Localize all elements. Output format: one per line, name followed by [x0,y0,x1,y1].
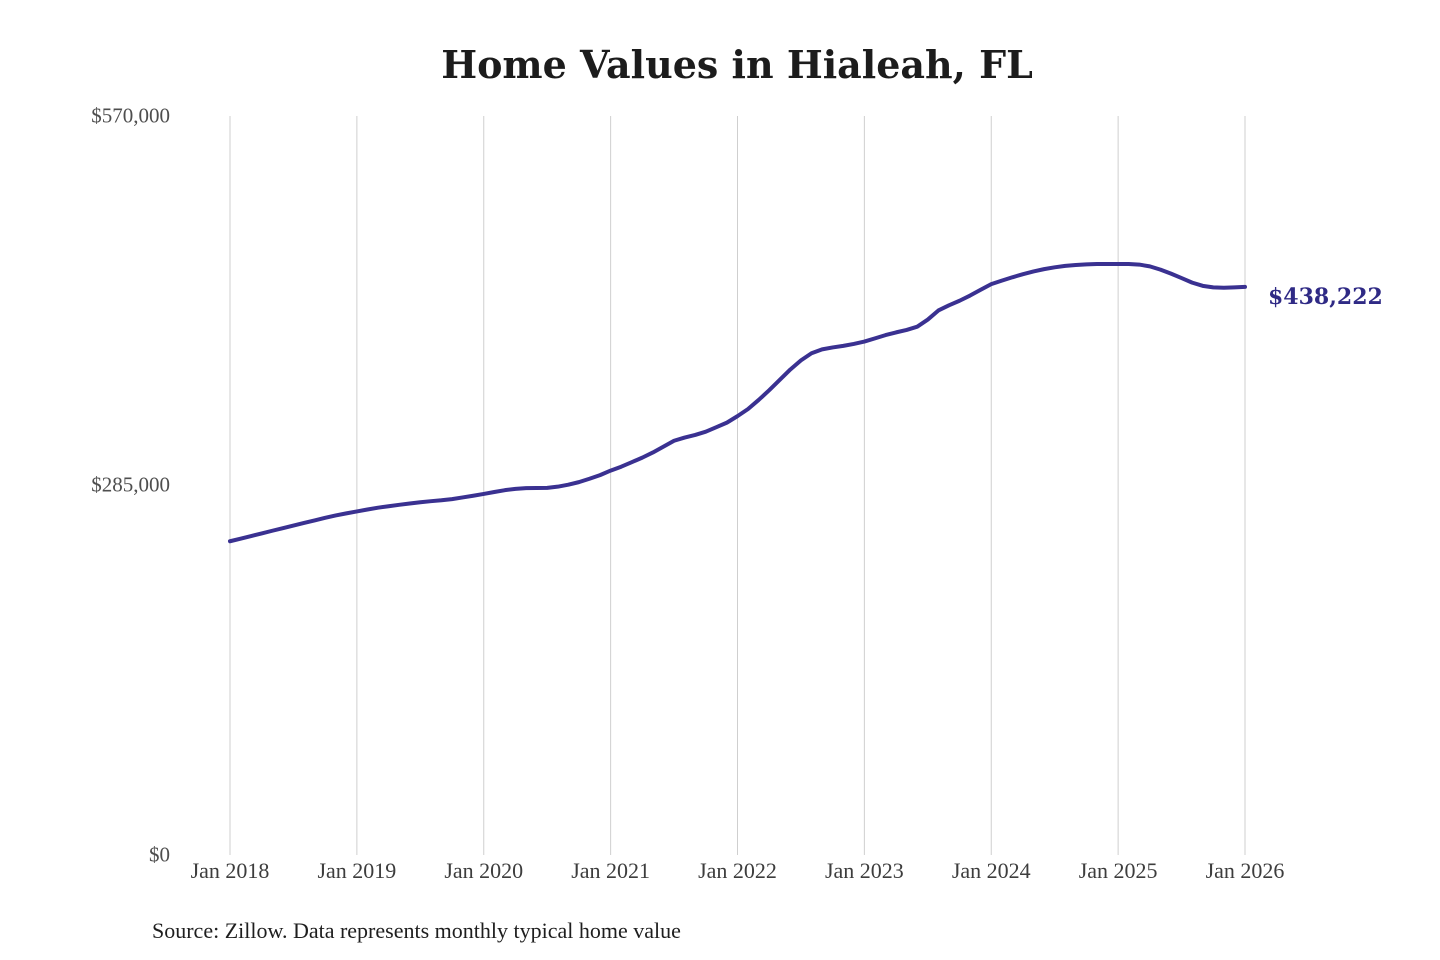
x-tick-label: Jan 2019 [317,858,397,883]
source-note: Source: Zillow. Data represents monthly … [152,918,681,943]
current-value-label: $438,222 [1268,284,1383,311]
x-tick-label: Jan 2020 [444,858,524,883]
x-tick-label: Jan 2024 [951,858,1031,883]
y-tick-label-zero: $0 [149,842,170,867]
chart-title: Home Values in Hialeah, FL [441,42,1033,87]
x-tick-label: Jan 2018 [190,858,270,883]
x-tick-label: Jan 2023 [824,858,904,883]
vertical-gridlines [229,116,1246,855]
x-tick-label: Jan 2022 [698,858,777,883]
x-tick-label: Jan 2025 [1078,858,1158,883]
x-tick-label: Jan 2026 [1205,858,1285,883]
home-value-line [228,262,1247,544]
y-tick-label-middle: $285,000 [91,472,170,497]
y-tick-label-top: $570,000 [91,103,170,128]
x-tick-label: Jan 2021 [571,858,651,883]
